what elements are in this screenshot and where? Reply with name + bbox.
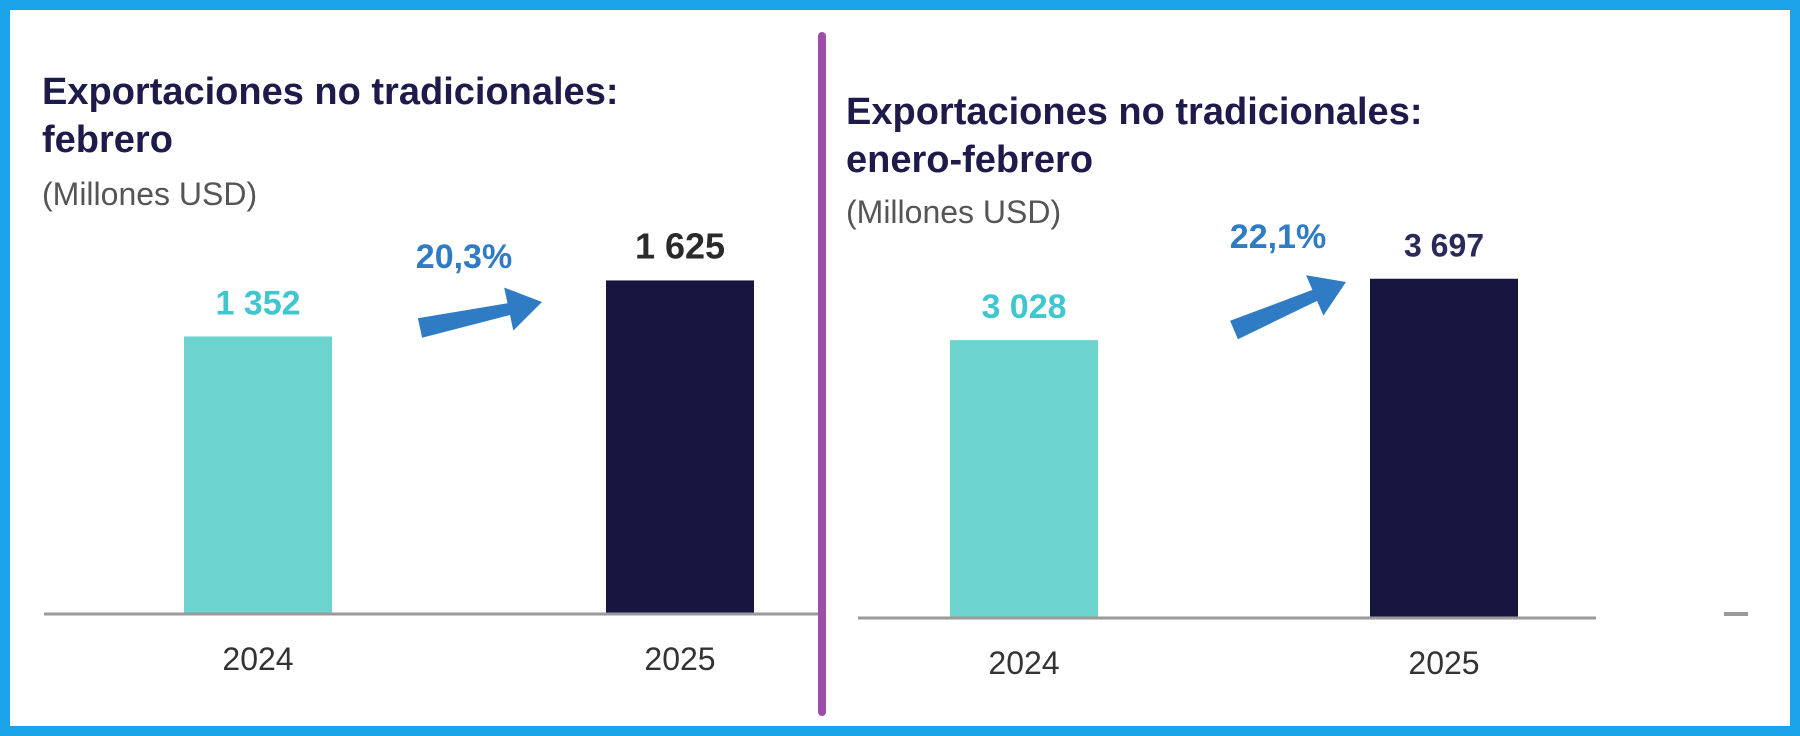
growth-arrow-icon: [1230, 275, 1346, 340]
bar-chart: 1 352 2024 1 625 2025 20,3%: [44, 225, 818, 677]
chart-title-line1: Exportaciones no tradicionales:: [846, 91, 1423, 133]
value-label-2024: 1 352: [215, 284, 300, 322]
chart-subtitle: (Millones USD): [42, 176, 258, 212]
chart-panel-enero-febrero: Exportaciones no tradicionales: enero-fe…: [826, 0, 1800, 736]
chart-title-line1: Exportaciones no tradicionales:: [42, 71, 619, 113]
chart-title-line2: enero-febrero: [846, 139, 1094, 181]
axis-tail-mark: [1724, 612, 1748, 616]
x-tick-label-2024: 2024: [222, 641, 293, 677]
bar-2024: [184, 336, 332, 614]
x-tick-label-2024: 2024: [988, 645, 1059, 681]
x-tick-label-2025: 2025: [644, 641, 715, 677]
value-label-2025: 1 625: [635, 225, 725, 266]
growth-label: 22,1%: [1230, 218, 1326, 256]
chart-panel-febrero: Exportaciones no tradicionales: febrero …: [0, 0, 818, 736]
bar-2025: [1370, 278, 1518, 618]
growth-label: 20,3%: [416, 238, 512, 276]
value-label-2025: 3 697: [1404, 228, 1484, 264]
chart-title-line2: febrero: [42, 119, 173, 161]
bar-2025: [606, 280, 754, 614]
bar-chart: 3 028 2024 3 697 2025 22,1%: [858, 218, 1596, 681]
value-label-2024: 3 028: [981, 288, 1066, 326]
x-tick-label-2025: 2025: [1408, 645, 1479, 681]
chart-subtitle: (Millones USD): [846, 194, 1062, 230]
panel-divider: [818, 32, 826, 716]
chart-title: Exportaciones no tradicionales: enero-fe…: [846, 88, 1422, 184]
bar-2024: [950, 340, 1098, 618]
chart-title: Exportaciones no tradicionales: febrero: [42, 68, 618, 164]
growth-arrow-icon: [417, 287, 542, 338]
